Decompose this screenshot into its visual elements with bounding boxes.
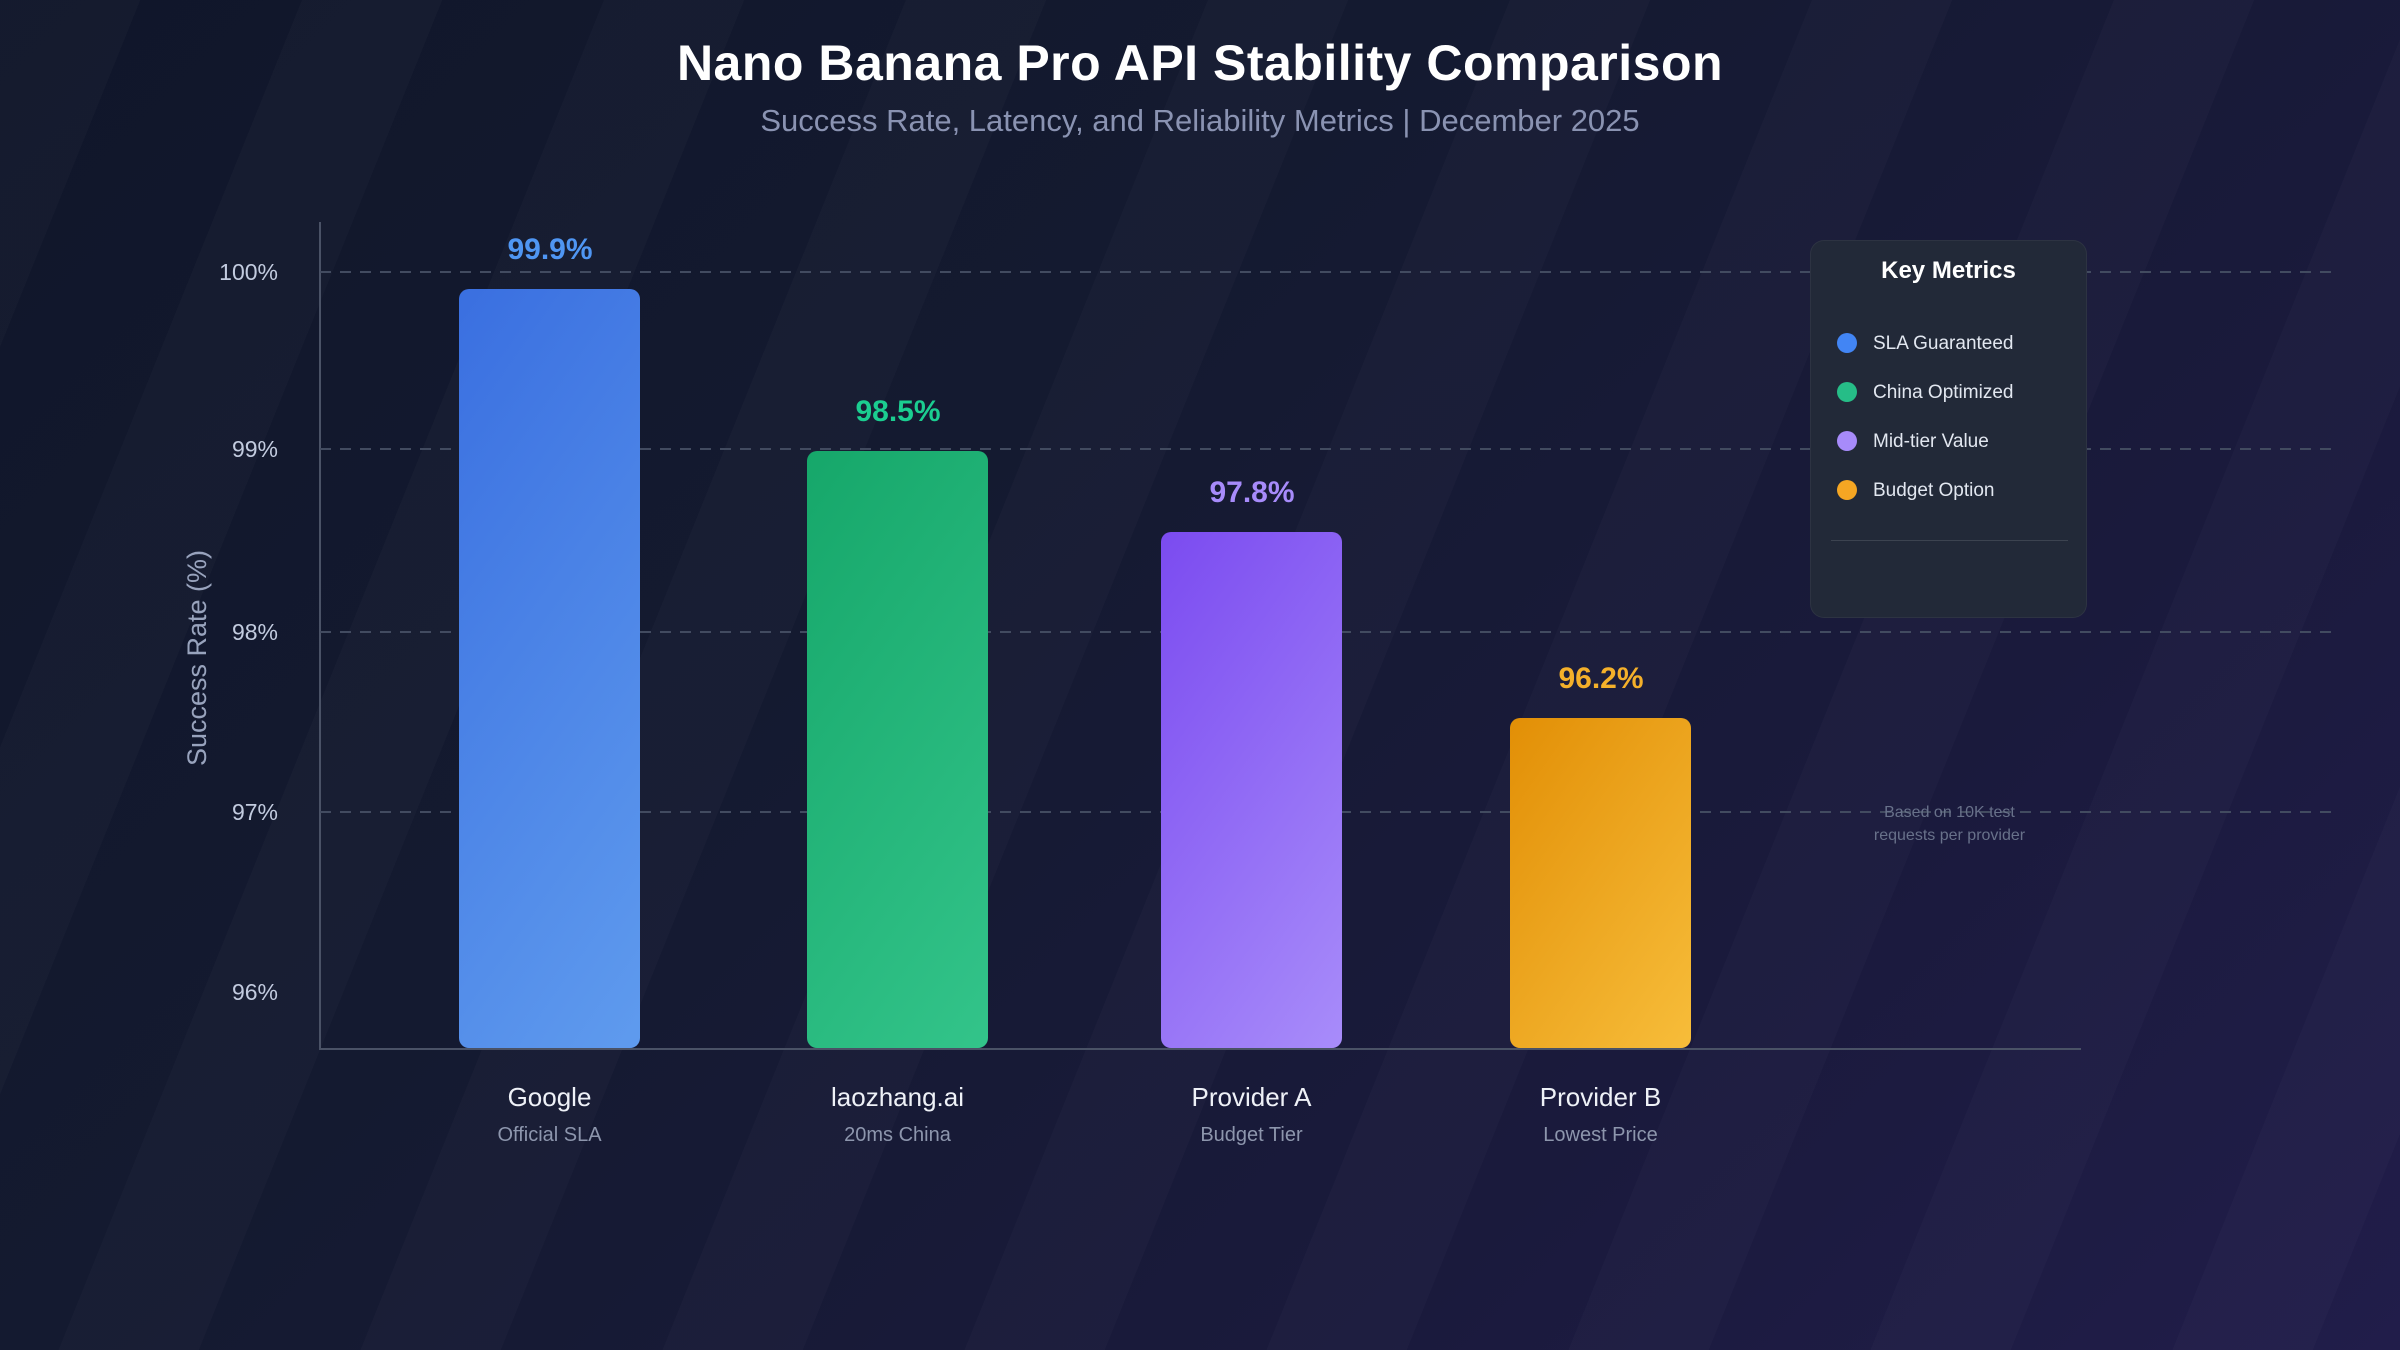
legend-note: Based on 10K test requests per provider (1873, 804, 2026, 844)
x-category-label: laozhang.ai (831, 1082, 964, 1112)
legend-item-label: China Optimized (1873, 382, 2014, 403)
gridline-100 (320, 271, 2340, 273)
x-category-label: Google (507, 1082, 592, 1112)
legend-item-label: Mid-tier Value (1873, 431, 1989, 452)
legend-title: Key Metrics (1881, 257, 2016, 284)
bar-value-label: 98.5% (855, 395, 941, 428)
bar-provider-a (1161, 532, 1342, 1048)
legend-dot-icon (1837, 333, 1857, 353)
bar-laozhang-ai (807, 451, 988, 1048)
legend-item-label: SLA Guaranteed (1873, 333, 2014, 354)
legend-item-label: Budget Option (1873, 480, 1995, 501)
x-category-sublabel: 20ms China (844, 1124, 951, 1146)
x-category-label: Provider A (1191, 1082, 1312, 1112)
legend-dot-icon (1837, 431, 1857, 451)
x-category-sublabel: Official SLA (497, 1124, 602, 1146)
gridline-99 (320, 448, 2340, 450)
legend-dot-icon (1837, 480, 1857, 500)
x-axis-baseline (319, 1048, 2081, 1050)
bar-value-label: 96.2% (1558, 662, 1644, 695)
chart-title: Nano Banana Pro API Stability Comparison (676, 35, 1724, 91)
chart-subtitle: Success Rate, Latency, and Reliability M… (760, 103, 1640, 138)
y-axis-title: Success Rate (%) (182, 549, 212, 767)
x-category-sublabel: Budget Tier (1200, 1124, 1303, 1146)
legend-panel: Key Metrics SLA Guaranteed China Optimize… (1810, 240, 2087, 844)
legend-dot-icon (1837, 382, 1857, 402)
bar-provider-b (1510, 718, 1691, 1048)
bar-google (459, 289, 640, 1048)
bar-value-label: 97.8% (1209, 476, 1295, 509)
x-category-label: Provider B (1539, 1082, 1662, 1112)
x-category-sublabel: Lowest Price (1543, 1124, 1658, 1146)
y-axis-line (319, 222, 321, 1050)
y-tick-label: 99% (231, 436, 278, 462)
y-tick-label: 100% (219, 259, 278, 285)
y-tick-label: 97% (231, 799, 278, 825)
y-tick-label: 96% (231, 979, 278, 1005)
bar-value-label: 99.9% (507, 233, 593, 266)
legend-divider (1831, 540, 2068, 541)
y-tick-label: 98% (231, 619, 278, 645)
